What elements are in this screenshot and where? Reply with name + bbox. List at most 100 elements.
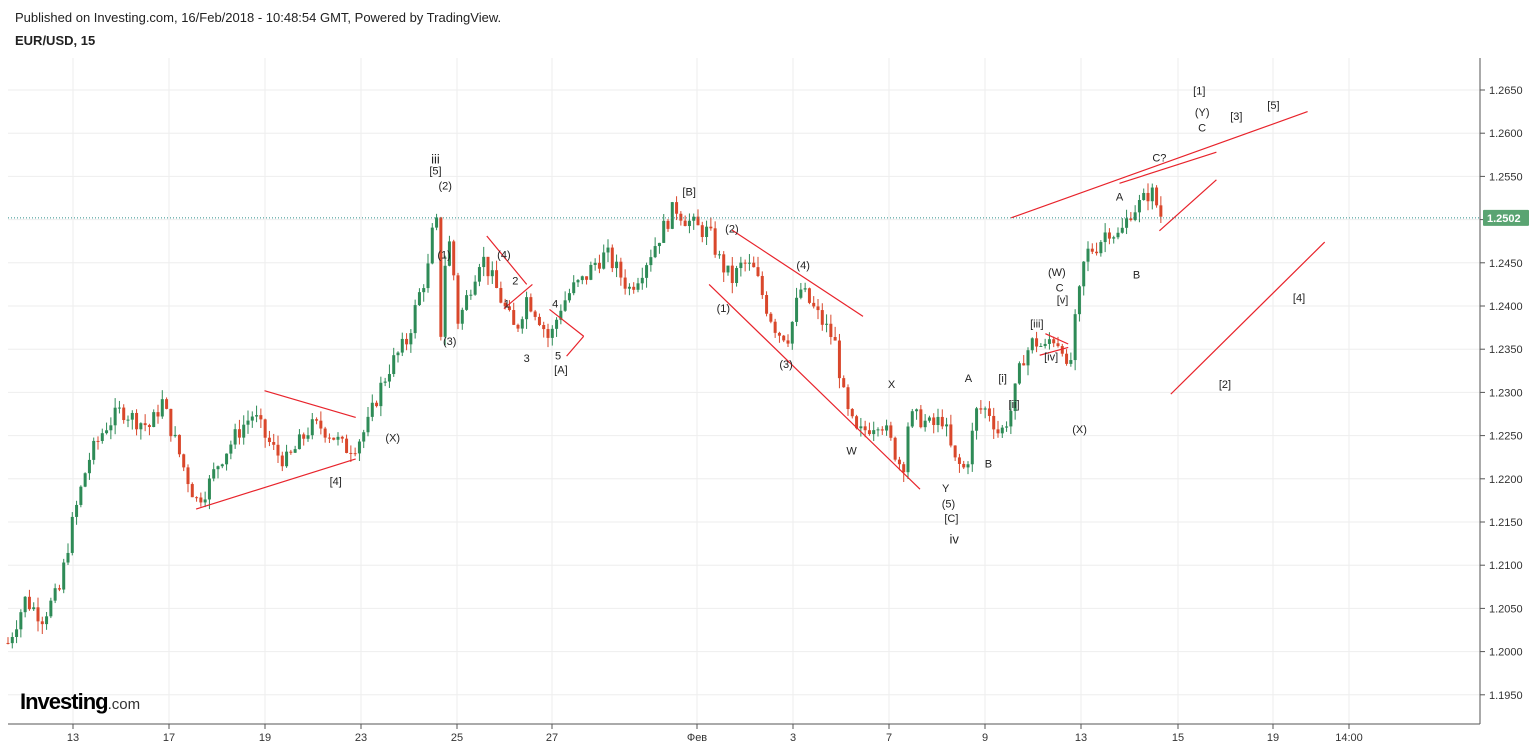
candle-body (10, 636, 14, 644)
candle-body (966, 464, 970, 468)
candle-body (1125, 218, 1129, 228)
candle-body (996, 429, 1000, 434)
candle-body (516, 324, 520, 329)
wave-label: 1 (504, 299, 510, 311)
wave-label: (3) (443, 336, 456, 348)
candle-body (533, 311, 537, 317)
candle-body (87, 459, 91, 474)
candle-body (842, 378, 846, 388)
candle-body (182, 454, 186, 468)
candle-body (15, 629, 19, 637)
wave-label: A (965, 373, 973, 385)
candle-body (876, 429, 880, 431)
trendline (566, 335, 585, 357)
candle-body (666, 220, 670, 229)
candle-body (880, 429, 884, 431)
candle-body (816, 306, 820, 311)
candle-body (220, 464, 224, 467)
candle-body (987, 408, 991, 416)
candle-body (45, 616, 49, 625)
candle-body (285, 451, 289, 467)
candle-body (246, 420, 250, 425)
candle-body (606, 247, 610, 253)
candle-body (850, 409, 854, 417)
candle-body (336, 436, 340, 440)
candle-body (92, 440, 96, 460)
y-tick-label: 1.2150 (1489, 517, 1523, 529)
candle-body (550, 328, 554, 338)
candle-body (70, 516, 74, 553)
candle-body (225, 453, 229, 465)
candle-body (1047, 339, 1051, 344)
grid-lines (8, 58, 1480, 724)
candle-body (1022, 363, 1026, 366)
candle-body (216, 466, 220, 470)
y-tick-label: 1.2050 (1489, 603, 1523, 615)
candle-body (932, 417, 936, 426)
candle-body (422, 288, 426, 293)
candle-body (255, 415, 259, 417)
candle-body (636, 283, 640, 290)
candle-body (1086, 248, 1090, 262)
wave-label: [ii] (1009, 399, 1020, 411)
candle-body (212, 469, 216, 479)
candle-body (589, 264, 593, 280)
candle-body (105, 430, 109, 434)
candle-body (482, 256, 486, 268)
current-price-label: 1.2502 (1487, 213, 1521, 225)
candle-body (443, 265, 447, 337)
candle-body (1009, 411, 1013, 427)
candle-body (79, 486, 83, 505)
candle-body (417, 292, 421, 306)
wave-label: (W) (1048, 267, 1066, 279)
candle-body (743, 262, 747, 264)
candle-body (19, 612, 23, 630)
candle-body (473, 281, 477, 295)
candle-body (62, 562, 66, 590)
x-tick-label: Фев (687, 732, 707, 744)
candle-body (375, 402, 379, 407)
candle-body (1013, 383, 1017, 412)
x-tick-label: 25 (451, 732, 463, 744)
candle-body (992, 415, 996, 430)
wave-label: [B] (682, 186, 695, 198)
candle-body (752, 262, 756, 268)
candle-body (469, 294, 473, 296)
candle-body (447, 241, 451, 266)
candle-body (1060, 346, 1064, 354)
candle-body (567, 293, 571, 301)
candle-body (1035, 338, 1039, 347)
candle-body (477, 267, 481, 282)
wave-label: iii (431, 151, 440, 166)
wave-label: [2] (1219, 379, 1231, 391)
trendline (549, 308, 585, 337)
candle-body (156, 412, 160, 417)
candle-body (139, 423, 143, 430)
candle-body (57, 588, 61, 590)
candle-body (580, 276, 584, 281)
candle-body (885, 425, 889, 431)
candle-body (237, 429, 241, 438)
x-tick-label: 13 (1075, 732, 1087, 744)
candle-body (353, 453, 357, 455)
candle-body (927, 417, 931, 421)
candle-body (379, 382, 383, 407)
wave-label: B (1133, 269, 1140, 281)
trendline (264, 390, 356, 419)
candle-body (190, 484, 194, 498)
candle-body (812, 302, 816, 307)
candle-body (576, 280, 580, 283)
candle-body (229, 444, 233, 454)
wave-label: 5 (555, 351, 561, 363)
candle-body (975, 408, 979, 431)
candle-body (435, 217, 439, 228)
candle-body (593, 262, 597, 265)
candle-body (135, 412, 139, 430)
trendline (195, 458, 356, 510)
candle-body (970, 430, 974, 465)
wave-label: (X) (385, 433, 400, 445)
candle-body (846, 387, 850, 410)
candle-body (769, 313, 773, 322)
candle-body (96, 440, 100, 442)
